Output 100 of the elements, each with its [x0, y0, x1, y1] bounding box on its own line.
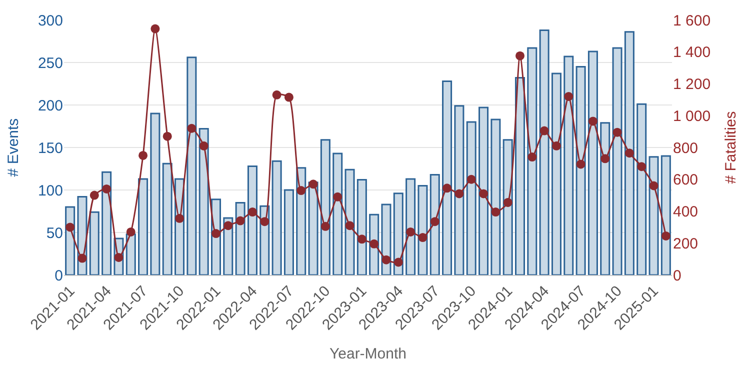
bar	[284, 189, 294, 275]
y2-tick-label: 200	[673, 235, 698, 252]
bar	[344, 168, 355, 275]
point	[540, 126, 549, 136]
point	[454, 189, 464, 198]
point	[624, 148, 634, 158]
bar	[186, 56, 197, 275]
point	[600, 154, 610, 164]
point	[394, 258, 403, 267]
point	[187, 124, 196, 133]
point	[333, 192, 342, 202]
point	[66, 222, 75, 232]
point	[491, 208, 500, 217]
bar	[150, 112, 160, 275]
y-tick-label: 200	[38, 97, 63, 114]
bar	[418, 185, 428, 275]
bar	[138, 178, 148, 275]
bar	[235, 202, 246, 275]
bar	[308, 182, 318, 275]
point	[284, 92, 294, 102]
point	[516, 51, 524, 60]
point	[661, 231, 670, 240]
bar	[442, 80, 452, 275]
point	[442, 184, 452, 193]
bar	[162, 162, 172, 275]
y2-tick-label: 600	[673, 172, 698, 189]
y-tick-label: 300	[38, 12, 63, 30]
bar	[624, 31, 634, 275]
y-tick-label: 0	[54, 267, 63, 284]
point	[90, 190, 99, 200]
x-axis-title: Year-Month	[330, 346, 406, 363]
point	[138, 150, 148, 160]
point	[637, 162, 646, 172]
bar	[247, 165, 258, 275]
point	[102, 184, 112, 194]
bar	[588, 50, 598, 275]
point	[162, 132, 172, 141]
bar	[126, 233, 136, 275]
point	[260, 217, 270, 226]
y2-tick-label: 0	[673, 267, 682, 284]
bar	[527, 47, 538, 275]
y-tick-label: 50	[46, 224, 63, 242]
bar	[600, 122, 610, 275]
bar	[430, 174, 440, 275]
point	[406, 227, 416, 236]
bar	[89, 211, 100, 275]
point	[175, 214, 184, 223]
bar	[272, 160, 282, 275]
point	[528, 152, 537, 162]
point	[357, 234, 366, 244]
bar	[648, 156, 659, 275]
point	[78, 254, 87, 263]
point	[466, 174, 476, 184]
point	[296, 186, 306, 196]
point	[199, 141, 208, 150]
y2-tick-label: 400	[673, 204, 698, 220]
y2-axis-title: # Fatalities	[722, 111, 740, 184]
bar	[490, 118, 501, 275]
y2-tick-label: 1 200	[673, 76, 711, 93]
bar	[502, 139, 513, 275]
y2-tick-label: 1 400	[673, 44, 711, 62]
point	[430, 217, 440, 226]
bar	[320, 139, 330, 275]
point	[224, 221, 233, 230]
bar	[356, 179, 367, 275]
bar	[198, 128, 209, 275]
point	[150, 24, 160, 34]
point	[564, 92, 574, 101]
bar	[576, 66, 586, 275]
point	[126, 227, 136, 236]
point	[236, 216, 245, 226]
y-tick-label: 250	[38, 54, 63, 72]
bar	[332, 152, 343, 275]
bar	[466, 121, 476, 275]
y2-tick-label: 800	[673, 140, 698, 157]
bar	[660, 155, 671, 275]
y2-tick-label: 1 600	[673, 12, 711, 30]
point	[212, 229, 220, 238]
bar	[539, 29, 550, 275]
point	[588, 116, 598, 126]
bar	[454, 105, 464, 275]
point	[479, 189, 488, 198]
point	[308, 180, 318, 189]
point	[345, 221, 354, 230]
bar	[296, 167, 306, 275]
point	[612, 128, 622, 137]
point	[272, 90, 282, 100]
bar	[514, 77, 526, 275]
bar	[406, 178, 416, 275]
point	[370, 239, 379, 248]
bar	[102, 171, 112, 275]
bar	[478, 106, 489, 275]
point	[552, 141, 561, 150]
y-tick-label: 100	[38, 182, 63, 200]
y-axis-title: # Events	[5, 118, 22, 177]
point	[576, 160, 586, 169]
bar	[636, 103, 647, 275]
bar	[564, 56, 574, 275]
y2-tick-label: 1 000	[673, 108, 711, 125]
point	[418, 233, 428, 242]
